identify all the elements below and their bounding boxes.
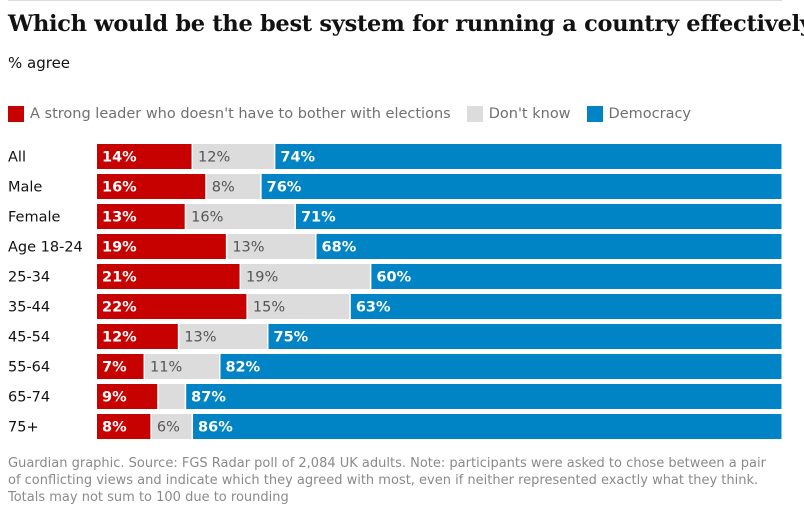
stacked-bar-chart: All 14% 12% 74% Male 16% 8% 76% Female 13% 16% 71% A… bbox=[8, 144, 782, 439]
bar-strong-leader-55-64 bbox=[97, 354, 144, 379]
value-label-strong-leader-female: 13% bbox=[102, 210, 137, 226]
value-label-democracy-55-64: 82% bbox=[225, 360, 260, 376]
bar-dont-know-65-74 bbox=[158, 384, 185, 409]
legend-label-dont-know: Don't know bbox=[488, 106, 571, 122]
top-rule bbox=[8, 0, 782, 1]
value-label-dont-know-35-44: 15% bbox=[253, 300, 285, 316]
value-label-democracy-45-54: 75% bbox=[274, 330, 309, 346]
value-label-democracy-75: 86% bbox=[198, 420, 233, 436]
value-label-strong-leader-25-34: 21% bbox=[102, 270, 137, 286]
category-label-all: All bbox=[8, 150, 26, 166]
value-label-dont-know-all: 12% bbox=[198, 150, 230, 166]
legend-label-strong-leader: A strong leader who doesn't have to both… bbox=[30, 106, 451, 122]
legend-swatch-dont-know bbox=[466, 106, 483, 122]
bar-dont-know-55-64 bbox=[145, 354, 219, 379]
bar-dont-know-male bbox=[206, 174, 261, 199]
value-label-democracy-25-34: 60% bbox=[376, 270, 411, 286]
category-label-45-54: 45-54 bbox=[8, 330, 50, 346]
value-label-strong-leader-age-18-24: 19% bbox=[102, 240, 137, 256]
value-label-dont-know-45-54: 13% bbox=[184, 330, 216, 346]
bar-strong-leader-35-44 bbox=[97, 294, 247, 319]
legend-item-dont-know: Don't know bbox=[466, 106, 571, 122]
bar-strong-leader-65-74 bbox=[97, 384, 158, 409]
bar-democracy-male bbox=[261, 174, 782, 199]
value-label-strong-leader-male: 16% bbox=[102, 180, 137, 196]
bar-strong-leader-75 bbox=[97, 414, 151, 439]
bar-dont-know-age-18-24 bbox=[227, 234, 316, 259]
legend-item-strong-leader: A strong leader who doesn't have to both… bbox=[8, 106, 451, 122]
category-label-65-74: 65-74 bbox=[8, 390, 50, 406]
legend-swatch-democracy bbox=[586, 106, 603, 122]
value-label-democracy-female: 71% bbox=[301, 210, 336, 226]
value-label-strong-leader-55-64: 7% bbox=[102, 360, 127, 376]
value-label-democracy-male: 76% bbox=[267, 180, 302, 196]
source-note: Guardian graphic. Source: FGS Radar poll… bbox=[8, 456, 766, 505]
bar-dont-know-75 bbox=[151, 414, 192, 439]
legend-swatch-strong-leader bbox=[8, 106, 24, 122]
bar-democracy-25-34 bbox=[371, 264, 782, 289]
bar-strong-leader-age-18-24 bbox=[97, 234, 226, 259]
value-label-democracy-35-44: 63% bbox=[356, 300, 391, 316]
bar-democracy-35-44 bbox=[350, 294, 782, 319]
bar-democracy-65-74 bbox=[186, 384, 782, 409]
legend-item-democracy: Democracy bbox=[586, 106, 692, 122]
category-label-age-18-24: Age 18-24 bbox=[8, 240, 83, 256]
value-label-strong-leader-all: 14% bbox=[102, 150, 137, 166]
chart-subtitle: % agree bbox=[8, 54, 71, 72]
bar-democracy-55-64 bbox=[220, 354, 782, 379]
value-label-strong-leader-35-44: 22% bbox=[102, 300, 137, 316]
value-label-democracy-age-18-24: 68% bbox=[322, 240, 357, 256]
category-label-75: 75+ bbox=[8, 420, 39, 436]
value-label-democracy-all: 74% bbox=[280, 150, 315, 166]
category-label-35-44: 35-44 bbox=[8, 300, 50, 316]
legend: A strong leader who doesn't have to both… bbox=[8, 104, 707, 124]
value-label-democracy-65-74: 87% bbox=[191, 390, 226, 406]
bar-strong-leader-25-34 bbox=[97, 264, 240, 289]
bar-strong-leader-45-54 bbox=[97, 324, 178, 349]
bar-strong-leader-female bbox=[97, 204, 185, 229]
bar-dont-know-all bbox=[193, 144, 274, 169]
value-label-dont-know-75: 6% bbox=[157, 420, 180, 436]
bar-dont-know-25-34 bbox=[241, 264, 370, 289]
legend-label-democracy: Democracy bbox=[608, 106, 692, 122]
category-label-55-64: 55-64 bbox=[8, 360, 50, 376]
bar-dont-know-female bbox=[186, 204, 295, 229]
bar-dont-know-45-54 bbox=[179, 324, 267, 349]
bar-democracy-all bbox=[275, 144, 782, 169]
bar-democracy-45-54 bbox=[268, 324, 782, 349]
bar-democracy-female bbox=[295, 204, 782, 229]
category-label-male: Male bbox=[8, 180, 42, 196]
value-label-strong-leader-45-54: 12% bbox=[102, 330, 137, 346]
bar-dont-know-35-44 bbox=[247, 294, 350, 319]
bar-strong-leader-male bbox=[97, 174, 206, 199]
value-label-strong-leader-65-74: 9% bbox=[102, 390, 127, 406]
value-label-strong-leader-75: 8% bbox=[102, 420, 127, 436]
category-label-female: Female bbox=[8, 210, 61, 226]
value-label-dont-know-male: 8% bbox=[212, 180, 235, 196]
category-label-25-34: 25-34 bbox=[8, 270, 50, 286]
bar-strong-leader-all bbox=[97, 144, 192, 169]
value-label-dont-know-25-34: 19% bbox=[246, 270, 278, 286]
chart-title: Which would be the best system for runni… bbox=[8, 11, 804, 37]
bar-democracy-75 bbox=[193, 414, 782, 439]
value-label-dont-know-age-18-24: 13% bbox=[232, 240, 264, 256]
bar-democracy-age-18-24 bbox=[316, 234, 782, 259]
value-label-dont-know-55-64: 11% bbox=[150, 360, 182, 376]
value-label-dont-know-female: 16% bbox=[191, 210, 223, 226]
